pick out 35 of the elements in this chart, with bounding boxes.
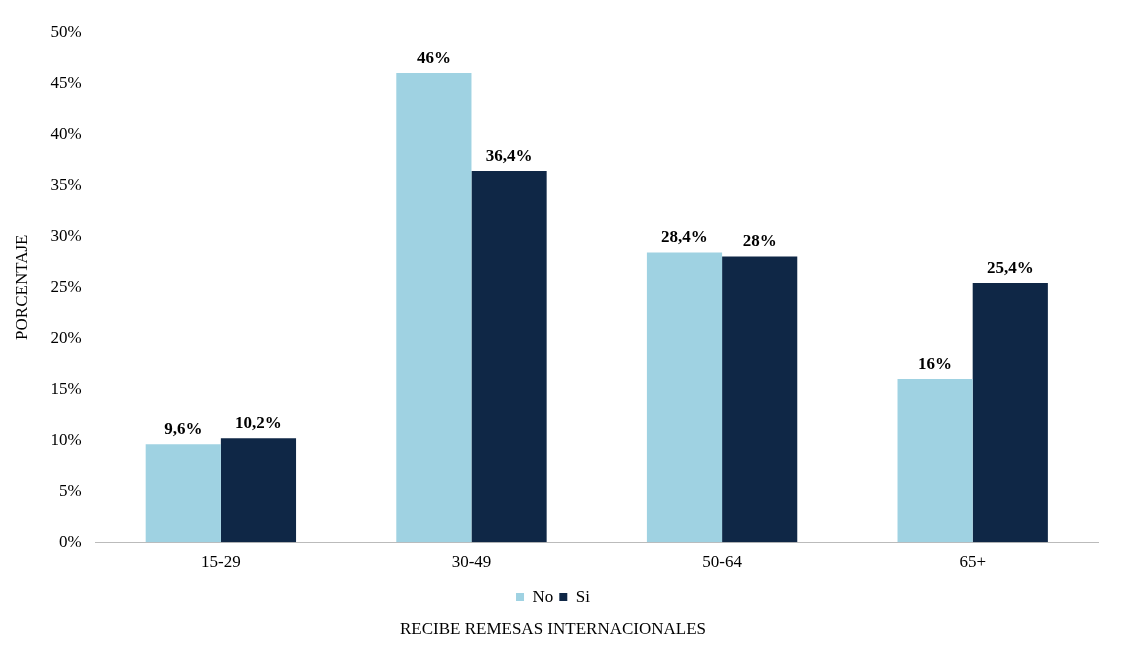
legend-label: No xyxy=(532,586,554,606)
data-label: 46% xyxy=(416,47,451,67)
bar xyxy=(145,444,221,543)
x-tick-label: 15-29 xyxy=(201,551,241,571)
data-label: 10,2% xyxy=(235,413,282,433)
y-tick-label: 40% xyxy=(50,123,82,143)
data-label: 36,4% xyxy=(485,145,533,165)
bar xyxy=(897,379,973,543)
y-tick-label: 15% xyxy=(50,378,82,398)
y-tick-label: 35% xyxy=(50,174,82,194)
x-tick-label: 50-64 xyxy=(702,551,743,571)
bar xyxy=(722,256,798,543)
y-tick-label: 25% xyxy=(50,276,82,296)
bar xyxy=(646,252,723,543)
y-tick-label: 10% xyxy=(50,429,82,449)
data-label: 28,4% xyxy=(661,227,708,247)
y-tick-label: 5% xyxy=(58,480,82,500)
y-tick-label: 30% xyxy=(50,225,82,245)
data-label: 16% xyxy=(918,353,953,373)
y-tick-label: 45% xyxy=(50,72,82,92)
y-tick-label: 0% xyxy=(58,531,82,551)
y-tick-label: 20% xyxy=(50,327,82,347)
data-label: 9,6% xyxy=(164,419,203,439)
x-tick-label: 30-49 xyxy=(451,551,492,571)
data-label: 28% xyxy=(742,231,777,251)
bar xyxy=(396,73,472,543)
bar xyxy=(972,283,1048,543)
bar xyxy=(471,170,547,543)
x-tick-label: 65+ xyxy=(959,551,986,571)
y-axis-title: PORCENTAJE xyxy=(11,234,31,340)
y-tick-label: 50% xyxy=(50,21,82,41)
bar xyxy=(220,438,297,543)
x-axis-title: RECIBE REMESAS INTERNACIONALES xyxy=(399,619,707,639)
legend-label: Si xyxy=(575,586,591,606)
data-label: 25,4% xyxy=(986,258,1034,278)
